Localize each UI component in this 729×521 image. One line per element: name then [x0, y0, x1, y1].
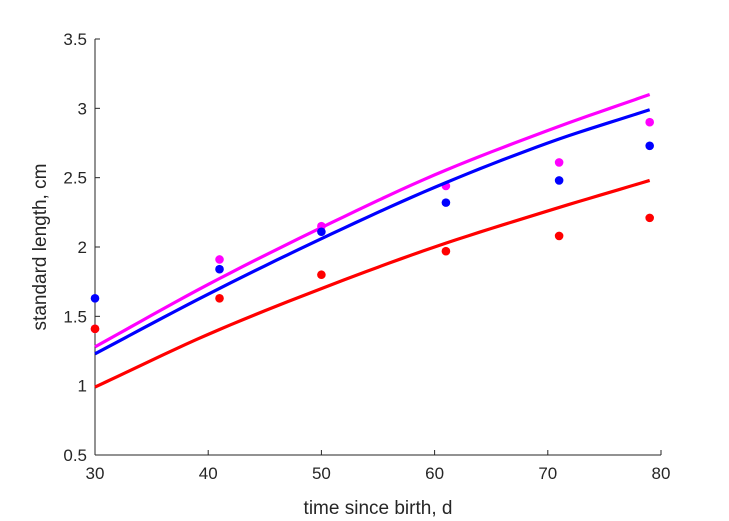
y-axis-label: standard length, cm [30, 164, 51, 331]
series-1-data-point [317, 227, 326, 237]
y-tick-label: 1.5 [63, 307, 87, 326]
y-tick-label: 1 [78, 377, 87, 396]
series-2-data-point [317, 270, 326, 280]
series-2-data-point [90, 324, 100, 334]
y-ticks: 0.5 1 1.5 2 2.5 3 3.5 [63, 30, 100, 465]
y-tick-label: 3.5 [63, 30, 87, 49]
series-2 [90, 178, 654, 389]
series-1-fit-line [94, 108, 651, 356]
series-1 [90, 108, 654, 356]
axes [94, 39, 661, 456]
x-tick-label: 60 [425, 464, 444, 483]
series-2-data-point [645, 213, 654, 223]
series-1-data-point [215, 264, 224, 274]
series-2-data-point [441, 246, 451, 256]
series-2-data-point [554, 231, 564, 241]
series-1-data-point [441, 198, 451, 207]
y-tick-label: 0.5 [63, 446, 87, 465]
series-0-fit-line [94, 92, 651, 349]
series-layer [90, 92, 654, 389]
series-0-data-point [215, 255, 224, 264]
series-0-data-point [554, 158, 564, 167]
y-tick-label: 2.5 [63, 169, 87, 188]
series-0-data-point [645, 117, 654, 127]
series-1-data-point [645, 141, 654, 151]
x-tick-label: 70 [538, 464, 557, 483]
x-tick-label: 50 [312, 464, 331, 483]
x-tick-label: 80 [652, 464, 671, 483]
x-ticks: 30 40 50 60 70 80 [86, 450, 671, 483]
series-1-data-point [554, 176, 564, 185]
x-axis-label: time since birth, d [304, 498, 453, 519]
x-tick-label: 30 [86, 464, 105, 483]
series-2-data-point [215, 294, 224, 303]
y-tick-label: 2 [78, 238, 87, 257]
x-tick-label: 40 [199, 464, 218, 483]
y-tick-label: 3 [78, 99, 87, 118]
series-0 [90, 92, 654, 349]
series-1-data-point [90, 294, 100, 303]
series-2-fit-line [94, 178, 651, 389]
